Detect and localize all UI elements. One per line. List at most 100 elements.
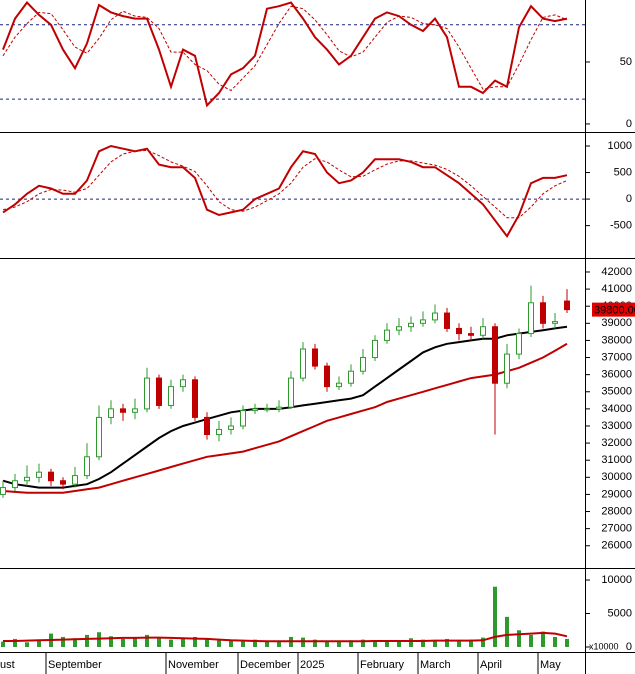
candle-body [468,333,474,336]
candle-body [84,456,90,477]
bar [157,636,161,647]
x-tick-label: 2025 [300,659,324,671]
y-tick-label: 35000 [601,386,632,398]
candle-body [180,379,186,388]
candle-body [24,476,30,482]
candle-body [456,327,462,335]
bar [85,634,89,647]
candle-body [492,326,498,384]
bar [433,640,437,647]
candle-body [348,370,354,384]
x-tick-label: May [540,659,561,671]
bar [37,640,41,647]
bar [457,640,461,647]
bar [25,642,29,647]
y-tick-label: -500 [610,220,632,232]
bar [349,640,353,647]
bar [181,637,185,647]
bar [193,636,197,647]
y-tick-label: 38000 [601,334,632,346]
y-tick-label: 26000 [601,540,632,552]
bar [253,639,257,647]
bar [265,641,269,647]
series-line [2,325,568,489]
candle-body [360,357,366,372]
candle-body [540,302,546,324]
bar [133,638,137,647]
y-tick-label: 32000 [601,437,632,449]
bar [313,639,317,647]
bar [493,586,497,647]
bar [361,639,365,647]
bar [241,640,245,647]
candle-body [60,480,66,485]
x-tick-label: December [240,659,291,671]
bar [529,634,533,647]
bar [541,631,545,647]
y-tick-label: 0 [626,193,632,205]
candle-body [144,377,150,410]
candle-body [264,408,270,411]
candle-body [480,326,486,336]
candle-body [504,353,510,384]
y-tick-label: 1000 [608,140,632,152]
bar [469,639,473,647]
bar [121,638,125,647]
candle-body [192,379,198,418]
y-tick-label: 34000 [601,403,632,415]
candle-body [396,326,402,331]
candle-body [300,348,306,379]
candle-body [384,329,390,341]
candle-body [72,475,78,485]
candle-body [564,300,570,311]
bar [325,640,329,647]
candle-body [36,471,42,478]
y-tick-label: 0 [626,118,632,130]
bar [109,636,113,647]
x-tick-label: ust [0,659,15,671]
candle-body [336,382,342,388]
bar [421,639,425,647]
bar [481,637,485,647]
candle-body [0,487,6,495]
y-tick-label: 28000 [601,505,632,517]
bar [397,640,401,647]
bar [385,640,389,647]
y-tick-label: 10000 [601,574,632,586]
bar [13,638,17,647]
price-tag-label: 39800.00 [594,305,635,317]
bar [337,640,341,647]
bar [73,638,77,647]
bar [277,640,281,647]
y-tick-label: 27000 [601,523,632,535]
bar [445,638,449,647]
candle-body [228,425,234,430]
x-tick-label: March [420,659,451,671]
y-tick-label: 0 [626,641,632,653]
y-tick-label: 50 [620,56,632,68]
candle-body [312,348,318,367]
candle-body [240,410,246,427]
y-tick-label: 31000 [601,454,632,466]
series-line [3,631,568,643]
series-line [2,149,568,219]
candle-body [552,321,558,324]
candle-body [204,416,210,436]
price-tag [592,302,635,317]
candle-body [372,339,378,359]
candle-body [516,333,522,355]
unit-label: x10000 [589,641,619,651]
x-tick-label: September [48,659,102,671]
series-line [2,5,568,92]
y-tick-label: 500 [614,166,632,178]
y-tick-label: 37000 [601,351,632,363]
bar [205,638,209,647]
y-tick-label: 36000 [601,369,632,381]
candle-body [216,428,222,436]
series-line [2,0,568,108]
candle-body [276,406,282,410]
candle-body [252,408,258,412]
